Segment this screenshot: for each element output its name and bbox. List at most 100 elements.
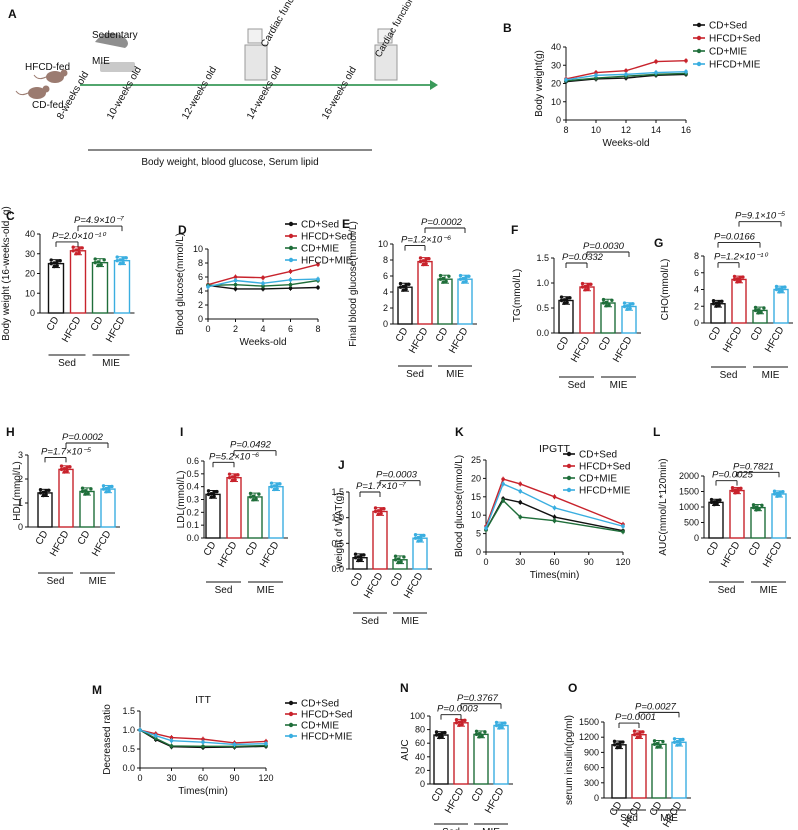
y-tick-label: 6 — [198, 272, 203, 282]
y-tick-label: 0 — [594, 793, 599, 803]
data-point — [562, 301, 567, 305]
panel-letter-i: I — [180, 425, 183, 439]
data-point — [424, 262, 428, 266]
x-tick-label: HFCD — [719, 540, 742, 570]
y-tick-label: 40 — [25, 229, 35, 239]
data-point — [607, 303, 611, 307]
y-tick-label: 0.0 — [122, 763, 135, 773]
data-point — [269, 484, 274, 489]
data-point — [65, 465, 69, 470]
data-point — [443, 730, 447, 735]
group-label: MIE — [92, 56, 110, 67]
group-label: Sed — [47, 576, 65, 587]
y-tick-label: 0 — [694, 318, 699, 328]
data-point — [464, 279, 468, 284]
y-tick-label: 0.1 — [186, 520, 199, 530]
data-point — [474, 729, 479, 733]
data-point — [675, 743, 680, 747]
data-point — [604, 300, 609, 305]
data-point — [736, 490, 740, 494]
chart-panel-b: 0 10 20 30 40 8 10 12 14 16 Weeks-old Body weight(g… — [534, 21, 761, 150]
data-point — [407, 282, 411, 286]
data-point — [62, 467, 67, 471]
data-point — [777, 287, 782, 291]
data-point — [497, 726, 502, 730]
group-label: Sed — [58, 358, 76, 369]
data-point — [518, 500, 523, 505]
y-tick-label: 0.6 — [186, 456, 199, 466]
bar — [268, 485, 284, 539]
y-tick-label: 10 — [25, 288, 35, 298]
group-label: Sed — [406, 369, 424, 380]
data-point — [460, 722, 464, 727]
data-point — [477, 732, 482, 736]
y-tick-label: 1.5 — [331, 487, 344, 497]
p-value-label: P=1.2×10⁻⁶ — [401, 235, 451, 246]
data-point — [86, 491, 90, 496]
x-tick-label: CD — [389, 571, 406, 589]
x-tick-label: 4 — [260, 324, 265, 334]
data-point — [628, 302, 632, 307]
data-point — [316, 277, 320, 281]
group-label: Sed — [215, 585, 233, 596]
legend-label: HFCD+MIE — [579, 486, 631, 497]
x-tick-label: 16 — [681, 125, 691, 135]
timeline-tick-label: 16-weeks old — [320, 65, 359, 122]
x-tick-label: HFCD — [407, 326, 430, 356]
data-point — [780, 289, 784, 294]
panel-letter-l: L — [653, 425, 660, 439]
y-tick-label: 0 — [420, 779, 425, 789]
data-point — [500, 721, 504, 726]
data-point — [288, 282, 293, 287]
data-point — [741, 275, 745, 279]
data-point — [437, 732, 442, 737]
legend-label: CD+Sed — [301, 699, 339, 710]
p-value-label: P=0.0332 — [562, 252, 604, 263]
data-point — [257, 492, 261, 496]
data-point — [401, 288, 406, 292]
data-point — [379, 511, 383, 516]
y-tick-label: 6 — [383, 271, 388, 281]
data-point — [422, 533, 426, 538]
bar — [651, 743, 667, 799]
data-point — [272, 487, 277, 492]
bar — [58, 468, 74, 528]
data-point — [236, 473, 240, 477]
bar — [600, 302, 616, 334]
legend-marker — [566, 487, 572, 493]
data-point — [419, 534, 423, 538]
x-tick-label: CD — [202, 540, 219, 558]
panel-letter-g: G — [654, 236, 663, 250]
data-point — [624, 68, 628, 73]
x-tick-label: CD — [244, 540, 261, 558]
data-point — [552, 515, 557, 519]
data-point — [717, 300, 721, 304]
data-point — [251, 498, 256, 502]
data-point — [518, 515, 523, 519]
y-tick-label: 6 — [694, 268, 699, 278]
data-point — [624, 72, 628, 77]
x-tick-label: 6 — [288, 324, 293, 334]
data-point — [396, 560, 401, 565]
panel-letter-f: F — [511, 223, 518, 237]
data-point — [272, 484, 277, 488]
legend-label: CD+MIE — [709, 47, 747, 58]
data-point — [38, 491, 43, 495]
y-tick-label: 2 — [18, 474, 23, 484]
bar — [631, 733, 647, 799]
data-point — [421, 262, 426, 267]
series-line — [139, 729, 267, 746]
x-tick-label: CD — [747, 540, 764, 558]
data-point — [413, 536, 418, 540]
data-point — [399, 560, 403, 564]
y-tick-label: 10 — [378, 239, 388, 249]
y-axis-label: weight of WAT(g) — [334, 492, 345, 569]
data-point — [739, 486, 743, 491]
group-label: Sedentary — [92, 30, 138, 41]
legend-label: HFCD+Sed — [301, 710, 352, 721]
data-point — [735, 280, 740, 284]
data-point — [261, 281, 265, 286]
